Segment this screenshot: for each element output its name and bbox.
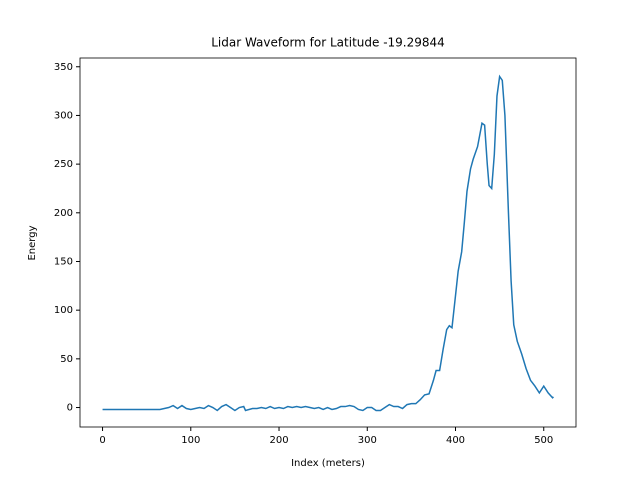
x-tick-label: 300 bbox=[358, 435, 377, 446]
plot-frame bbox=[79, 57, 577, 428]
y-tick-label: 200 bbox=[54, 208, 73, 219]
y-axis-label: Energy bbox=[27, 225, 38, 260]
y-tick-label: 0 bbox=[67, 403, 73, 414]
data-line bbox=[102, 74, 555, 412]
y-tick-label: 150 bbox=[54, 256, 73, 267]
y-tick-label: 50 bbox=[60, 354, 73, 365]
chart-title: Lidar Waveform for Latitude -19.29844 bbox=[211, 36, 445, 50]
x-tick-label: 100 bbox=[181, 435, 200, 446]
x-tick-label: 200 bbox=[269, 435, 288, 446]
x-tick-label: 0 bbox=[99, 435, 105, 446]
x-axis-label: Index (meters) bbox=[291, 458, 365, 469]
y-tick-label: 250 bbox=[54, 159, 73, 170]
x-tick-label: 400 bbox=[446, 435, 465, 446]
x-tick-label: 500 bbox=[534, 435, 553, 446]
y-tick-label: 350 bbox=[54, 62, 73, 73]
y-tick-label: 300 bbox=[54, 110, 73, 121]
y-tick-label: 100 bbox=[54, 305, 73, 316]
